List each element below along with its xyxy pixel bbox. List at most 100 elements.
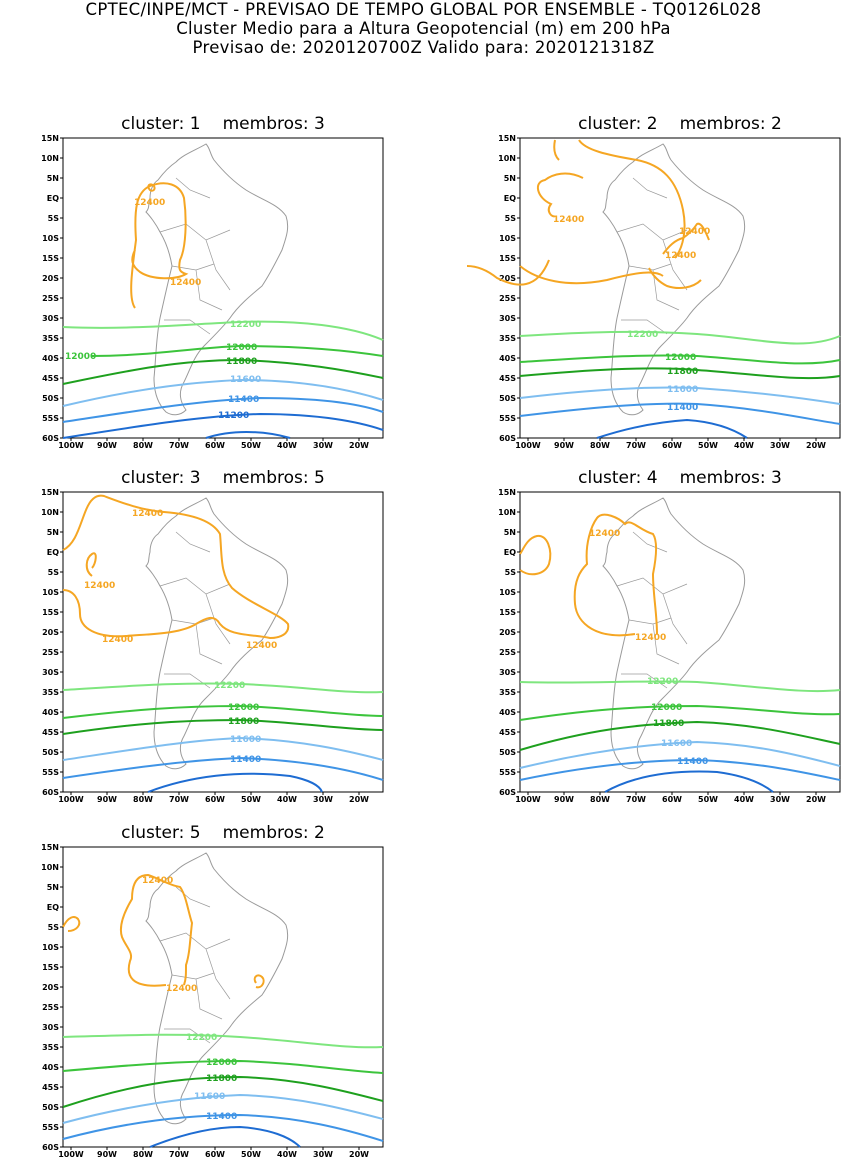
lat-label: 60S — [42, 1143, 59, 1152]
contour-12000 — [519, 354, 841, 365]
contour-11800 — [62, 718, 384, 735]
contour-12400 — [662, 222, 710, 255]
lon-label: 60W — [205, 441, 225, 450]
lat-label: 25S — [42, 648, 59, 657]
contour-11400 — [519, 402, 841, 425]
coastline — [145, 852, 289, 1125]
contour-12200 — [62, 682, 384, 694]
contour-label: 12000 — [665, 353, 696, 363]
map-base: 15N 10N 5N EQ 5S 10S 15S 20S 25S 30S 35S 40S 45S 50S 5… — [41, 134, 384, 450]
lat-label: 5N — [47, 174, 59, 183]
contour-12200 — [62, 320, 384, 341]
lon-label: 40W — [277, 795, 297, 804]
contour-label: 11600 — [667, 385, 698, 395]
lon-label: 20W — [349, 441, 369, 450]
panel-title: cluster: 3 membros: 5 — [63, 468, 383, 488]
lat-label: 15S — [42, 608, 59, 617]
lat-label: 45S — [499, 374, 516, 383]
contour-label: 12400 — [142, 876, 173, 886]
contour-12400 — [120, 873, 194, 987]
country-borders — [159, 531, 231, 689]
lat-label: 5N — [504, 174, 516, 183]
contour-11600 — [519, 386, 841, 405]
lat-label: 10N — [498, 508, 516, 517]
lon-label: 90W — [97, 795, 117, 804]
contour-12200 — [519, 330, 841, 345]
lat-label: 5N — [47, 883, 59, 892]
contour-label: 12000 — [206, 1058, 237, 1068]
contour-11000 — [205, 431, 291, 439]
country-borders — [159, 177, 231, 335]
lon-label: 20W — [349, 1150, 369, 1159]
lon-label: 50W — [241, 441, 261, 450]
contour-12400 — [536, 172, 584, 218]
lon-label: 90W — [554, 795, 574, 804]
member-count: membros: 5 — [222, 468, 325, 488]
lon-label: 80W — [590, 795, 610, 804]
lat-label: 55S — [42, 768, 59, 777]
lon-label: 70W — [626, 795, 646, 804]
lat-label: 20S — [499, 274, 516, 283]
lat-label: 15S — [499, 608, 516, 617]
contour-11800 — [519, 720, 841, 751]
lon-label: 60W — [205, 1150, 225, 1159]
contour-12400 — [85, 552, 97, 577]
contour-label: 12400 — [170, 278, 201, 288]
lon-label: 40W — [734, 441, 754, 450]
lat-label: 40S — [42, 354, 59, 363]
contour-12400 — [573, 513, 658, 637]
country-borders — [616, 177, 688, 335]
panel-title: cluster: 2 membros: 2 — [520, 114, 840, 134]
lat-label: 45S — [42, 728, 59, 737]
contour-label: 12400 — [553, 215, 584, 225]
contour-label: 11200 — [218, 411, 249, 421]
lat-label: EQ — [47, 903, 59, 912]
map-plot: 15N 10N 5N EQ 5S 10S 15S 20S 25S 30S 35S 40S 45S 50S 5… — [41, 843, 384, 1159]
map-base: 15N 10N 5N EQ 5S 10S 15S 20S 25S 30S 35S 40S 45S 50S 5… — [41, 488, 384, 804]
contour-label: 12200 — [230, 320, 261, 330]
lat-label: 30S — [42, 314, 59, 323]
contour-label: 11600 — [194, 1092, 225, 1102]
lat-label: 35S — [42, 334, 59, 343]
lon-label: 100W — [58, 795, 84, 804]
lat-label: 50S — [42, 1103, 59, 1112]
lat-label: 15N — [41, 488, 59, 497]
member-count: membros: 3 — [679, 468, 782, 488]
cluster-id: cluster: 5 — [121, 823, 201, 843]
contour-label: 12400 — [84, 581, 115, 591]
contour-label: 11800 — [653, 719, 684, 729]
figure-header: CPTEC/INPE/MCT - PREVISAO DE TEMPO GLOBA… — [0, 0, 847, 57]
contour-12000 — [62, 1059, 384, 1074]
lon-label: 70W — [169, 1150, 189, 1159]
lat-label: 45S — [42, 374, 59, 383]
contour-label: 12400 — [102, 635, 133, 645]
lat-label: 25S — [499, 294, 516, 303]
cluster-panel-4: cluster: 4 membros: 3 15N 10N 5N EQ 5S 10S 15S 2… — [457, 468, 847, 814]
lat-label: 50S — [499, 748, 516, 757]
lat-label: 60S — [499, 788, 516, 797]
panel-title: cluster: 1 membros: 3 — [63, 114, 383, 134]
lon-label: 40W — [277, 441, 297, 450]
lon-label: 30W — [313, 795, 333, 804]
lon-label: 100W — [58, 441, 84, 450]
lat-label: 60S — [499, 434, 516, 443]
lon-label: 80W — [133, 1150, 153, 1159]
lon-label: 40W — [277, 1150, 297, 1159]
lat-label: 15N — [498, 488, 516, 497]
contour-12400 — [253, 974, 265, 989]
lon-label: 20W — [806, 441, 826, 450]
lat-label: 20S — [499, 628, 516, 637]
contour-label: 12400 — [665, 251, 696, 261]
lat-label: 5S — [505, 214, 517, 223]
contour-label: 11800 — [667, 367, 698, 377]
lat-label: 10S — [42, 588, 59, 597]
lat-label: 15N — [41, 134, 59, 143]
lon-label: 50W — [698, 795, 718, 804]
lat-label: 15N — [41, 843, 59, 852]
map-frame — [62, 846, 384, 1148]
contour-label: 11800 — [206, 1074, 237, 1084]
lat-label: 40S — [42, 1063, 59, 1072]
lat-label: EQ — [504, 548, 516, 557]
contour-12400 — [62, 494, 290, 640]
lat-label: 20S — [42, 983, 59, 992]
